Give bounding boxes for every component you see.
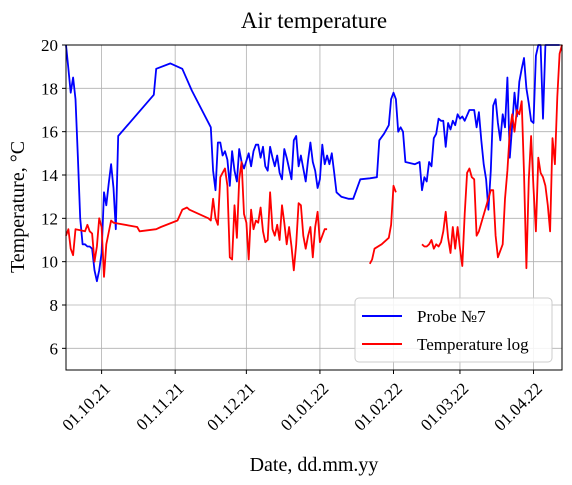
x-tick-label: 01.01.22 <box>277 379 333 435</box>
x-tick-label: 01.10.21 <box>59 379 115 435</box>
chart-title: Air temperature <box>241 8 387 33</box>
x-tick-label: 01.11.21 <box>133 379 188 434</box>
y-axis: 6 8 10 12 14 16 18 20 <box>41 36 66 358</box>
x-axis: 01.10.21 01.11.21 01.12.21 01.01.22 01.02.22… <box>59 370 546 435</box>
y-tick-label: 6 <box>50 339 59 358</box>
y-tick-label: 14 <box>41 166 59 185</box>
y-tick-label: 18 <box>41 79 58 98</box>
y-tick-label: 8 <box>50 296 59 315</box>
series-layer <box>65 44 563 283</box>
y-tick-label: 20 <box>41 36 58 55</box>
y-tick-label: 16 <box>41 123 58 142</box>
legend-label-log: Temperature log <box>417 335 529 354</box>
series-log-line <box>65 161 328 278</box>
y-axis-label: Temperature, °C <box>7 141 29 273</box>
series-log-line <box>421 44 563 270</box>
x-tick-label: 01.02.22 <box>350 379 406 435</box>
x-tick-label: 01.04.22 <box>490 379 546 435</box>
series-log-line <box>369 184 397 265</box>
x-tick-label: 01.03.22 <box>417 379 473 435</box>
series-probe-line <box>65 44 560 283</box>
legend-box <box>354 297 553 363</box>
x-axis-label: Date, dd.mm.yy <box>250 454 379 476</box>
legend-label-probe: Probe №7 <box>417 307 486 326</box>
y-tick-label: 12 <box>41 209 58 228</box>
legend: Probe №7 Temperature log <box>354 297 553 363</box>
plot-frame <box>65 44 563 371</box>
y-tick-label: 10 <box>41 253 58 272</box>
x-tick-label: 01.12.21 <box>203 379 259 435</box>
